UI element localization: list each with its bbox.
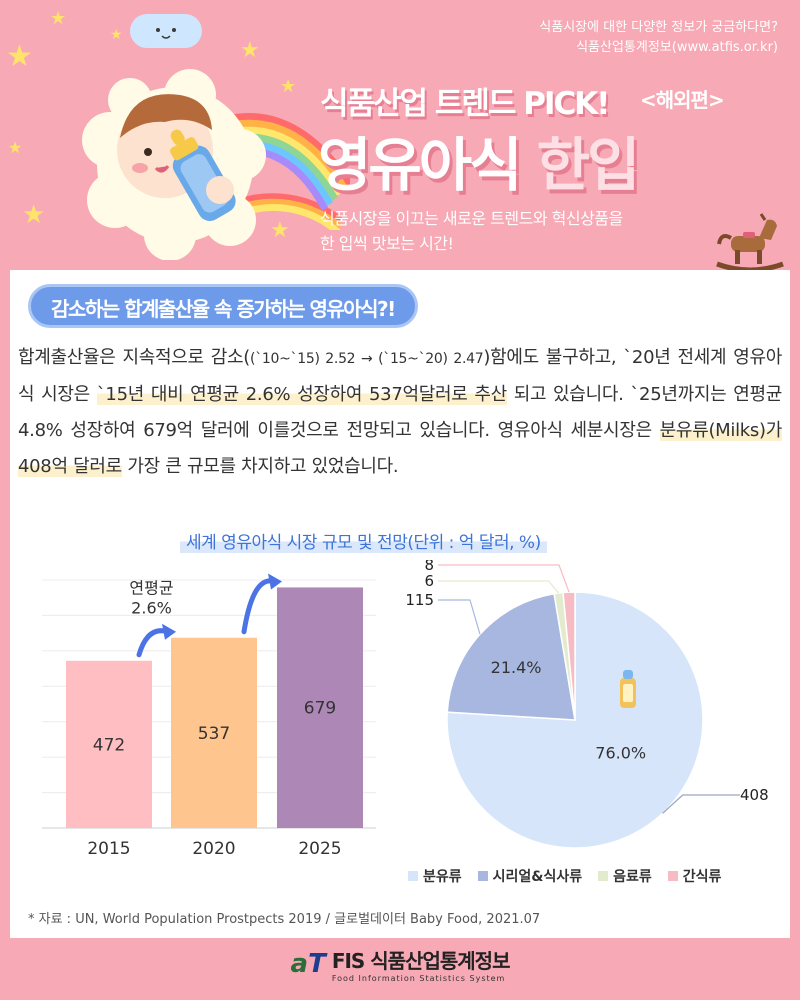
legend-label: 음료류	[613, 869, 652, 885]
pie-pct-label: 76.0%	[595, 744, 646, 763]
legend-item: 시리얼&식사류	[477, 866, 583, 886]
star-icon: ★	[240, 38, 260, 63]
star-icon: ★	[8, 138, 23, 157]
star-icon: ★	[6, 39, 33, 74]
site-info: 식품시장에 대한 다양한 정보가 궁금하다면? 식품산업통계정보(www.atf…	[539, 18, 778, 58]
legend-label: 분유류	[423, 869, 462, 885]
pie-value-label: 115	[405, 591, 434, 609]
legend-swatch	[408, 871, 418, 881]
intro-text: 식품시장을 이끄는 새로운 트렌드와 혁신상품을 한 입씩 맛보는 시간!	[320, 206, 623, 256]
body-text-1: 합계출산율은 지속적으로 감소(	[18, 347, 251, 368]
body-text-4: 가장 큰 규모를 차지하고 있었습니다.	[121, 456, 399, 477]
site-info-line2: 식품산업통계정보(www.atfis.or.kr)	[576, 40, 778, 55]
legend-swatch	[598, 871, 609, 881]
star-icon: ★	[280, 76, 297, 97]
page-title-part1: 영유아식	[318, 131, 522, 199]
legend-item: 간식류	[667, 866, 722, 886]
page-title-part2: 한입	[536, 131, 641, 199]
star-icon: ★	[50, 8, 67, 29]
pie-legend: 분유류 시리얼&식사류 음료류 간식류	[408, 866, 721, 886]
rocking-horse-icon	[716, 213, 784, 272]
legend-swatch	[477, 871, 488, 881]
header-banner: ★ ★ ★ ★ ★ ★ ★ ★	[0, 0, 800, 272]
pie-value-label: 6	[424, 572, 434, 590]
callout-line	[438, 564, 570, 593]
bar-2020	[171, 637, 257, 828]
arrow-head	[162, 623, 176, 640]
chart-title: 세계 영유아식 시장 규모 및 전망(단위 : 억 달러, %)	[180, 528, 547, 553]
annotation-label: 연평균	[129, 579, 173, 598]
x-tick-label: 2015	[87, 839, 130, 859]
legend-swatch	[667, 871, 678, 881]
org-eng-name: Food Information Statistics System	[331, 974, 506, 983]
at-logo-a: a	[290, 949, 309, 979]
pie-value-label: 408	[740, 786, 769, 804]
cloud-icon	[130, 14, 202, 48]
intro-line1: 식품시장을 이끄는 새로운 트렌드와 혁신상품을	[320, 209, 623, 228]
pie-value-label: 8	[424, 560, 434, 574]
logo-text: FIS 식품산업통계정보 Food Information Statistics…	[331, 945, 511, 983]
x-tick-label: 2025	[298, 839, 341, 859]
legend-label: 간식류	[682, 869, 722, 885]
callout-line	[662, 794, 740, 814]
legend-label: 시리얼&식사류	[492, 869, 583, 885]
content-card: 감소하는 합계출산율 속 증가하는 영유아식?! 합계출산율은 지속적으로 감소…	[10, 270, 790, 938]
series-subtitle: <해외편>	[640, 88, 725, 112]
body-text-2: )함에도 불구하고, `20년 전세계 영유아식 시장은	[18, 347, 782, 405]
body-paragraph: 합계출산율은 지속적으로 감소((`10~`15) 2.52 → (`15~`2…	[18, 340, 782, 485]
highlight-growth: `15년 대비 연평균 2.6% 성장하여 537억달러로 추산	[96, 384, 507, 405]
pie-slice-0	[446, 591, 704, 849]
baby-illustration	[70, 60, 280, 261]
arrow-head	[268, 573, 282, 590]
bar-2025	[277, 587, 363, 828]
growth-arrow	[241, 578, 277, 635]
bar-value-label: 472	[93, 735, 125, 755]
footer: aT FIS 식품산업통계정보 Food Information Statist…	[0, 945, 800, 983]
site-info-line1: 식품시장에 대한 다양한 정보가 궁금하다면?	[539, 20, 778, 35]
callout-line	[438, 599, 481, 635]
pie-pct-label: 21.4%	[491, 658, 542, 677]
at-logo: aT	[291, 949, 326, 979]
legend-item: 분유류	[408, 866, 462, 886]
star-icon: ★	[270, 218, 290, 243]
org-name: FIS 식품산업통계정보	[331, 949, 511, 973]
intro-line2: 한 입씩 맛보는 시간!	[320, 234, 454, 253]
callout-line	[438, 580, 560, 594]
bottle-icon	[620, 670, 636, 708]
bar-value-label: 679	[304, 699, 336, 719]
section-heading: 감소하는 합계출산율 속 증가하는 영유아식?!	[28, 284, 418, 328]
page-title: 영유아식 한입	[318, 118, 641, 202]
legend-item: 음료류	[598, 866, 652, 886]
source-note: * 자료 : UN, World Population Prostpects 2…	[28, 912, 541, 927]
birth-rate-values: (`10~`15) 2.52 → (`15~`20) 2.47	[250, 351, 484, 367]
star-icon: ★	[110, 27, 123, 43]
series-title: 식품산업 트렌드 PICK!	[320, 86, 610, 122]
fis-logo: aT FIS 식품산업통계정보 Food Information Statist…	[291, 945, 511, 983]
bar-value-label: 537	[198, 724, 230, 744]
bar-2015	[66, 660, 152, 828]
x-tick-label: 2020	[192, 839, 235, 859]
body-text-3: 되고 있습니다. `25년까지는 연평균 4.8% 성장하여 679억 달러에 …	[18, 384, 782, 441]
at-logo-t: T	[308, 949, 326, 979]
annotation-value: 2.6%	[131, 599, 172, 618]
pie-slice-1	[446, 592, 576, 721]
star-icon: ★	[22, 200, 46, 230]
